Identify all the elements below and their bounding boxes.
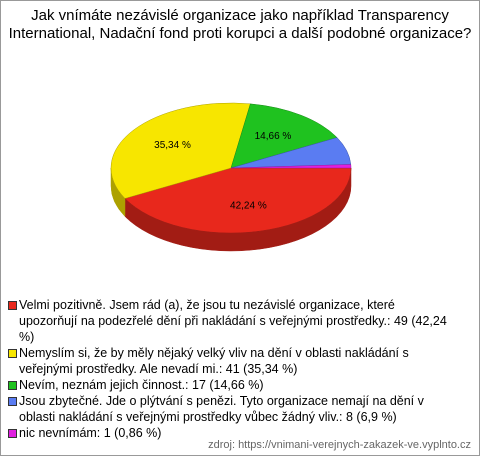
legend-label: Velmi pozitivně. Jsem rád (a), že jsou t… (19, 298, 447, 344)
slice (110, 102, 251, 199)
legend-swatch (8, 381, 17, 390)
legend-item: nic nevnímám: 1 (0,86 %) (8, 425, 448, 441)
legend-item: Velmi pozitivně. Jsem rád (a), že jsou t… (8, 297, 448, 345)
legend-swatch (8, 349, 17, 358)
legend-swatch (8, 429, 17, 438)
chart-title: Jak vnímáte nezávislé organizace jako na… (8, 7, 472, 42)
slice (230, 164, 352, 169)
legend-label: nic nevnímám: 1 (0,86 %) (19, 426, 162, 440)
data-label: 42,24 % (230, 200, 267, 211)
pie-area: 42,24 % 35,34 % 14,66 % (110, 102, 352, 252)
legend-swatch (8, 301, 17, 310)
legend-label: Nemyslím si, že by měly nějaký velký vli… (19, 346, 409, 376)
data-label: 35,34 % (154, 140, 191, 151)
legend-item: Jsou zbytečné. Jde o plýtvání s penězi. … (8, 393, 448, 425)
data-label: 14,66 % (255, 131, 292, 142)
legend-item: Nemyslím si, že by měly nějaký velký vli… (8, 345, 448, 377)
slice (230, 103, 338, 169)
legend-label: Jsou zbytečné. Jde o plýtvání s penězi. … (19, 394, 424, 424)
source: zdroj: https://vnimani-verejnych-zakazek… (208, 439, 471, 451)
slice (124, 167, 352, 234)
legend-label: Nevím, neznám jejich činnost.: 17 (14,66… (19, 378, 264, 392)
legend-item: Nevím, neznám jejich činnost.: 17 (14,66… (8, 377, 448, 393)
legend: Velmi pozitivně. Jsem rád (a), že jsou t… (8, 297, 448, 441)
legend-swatch (8, 397, 17, 406)
